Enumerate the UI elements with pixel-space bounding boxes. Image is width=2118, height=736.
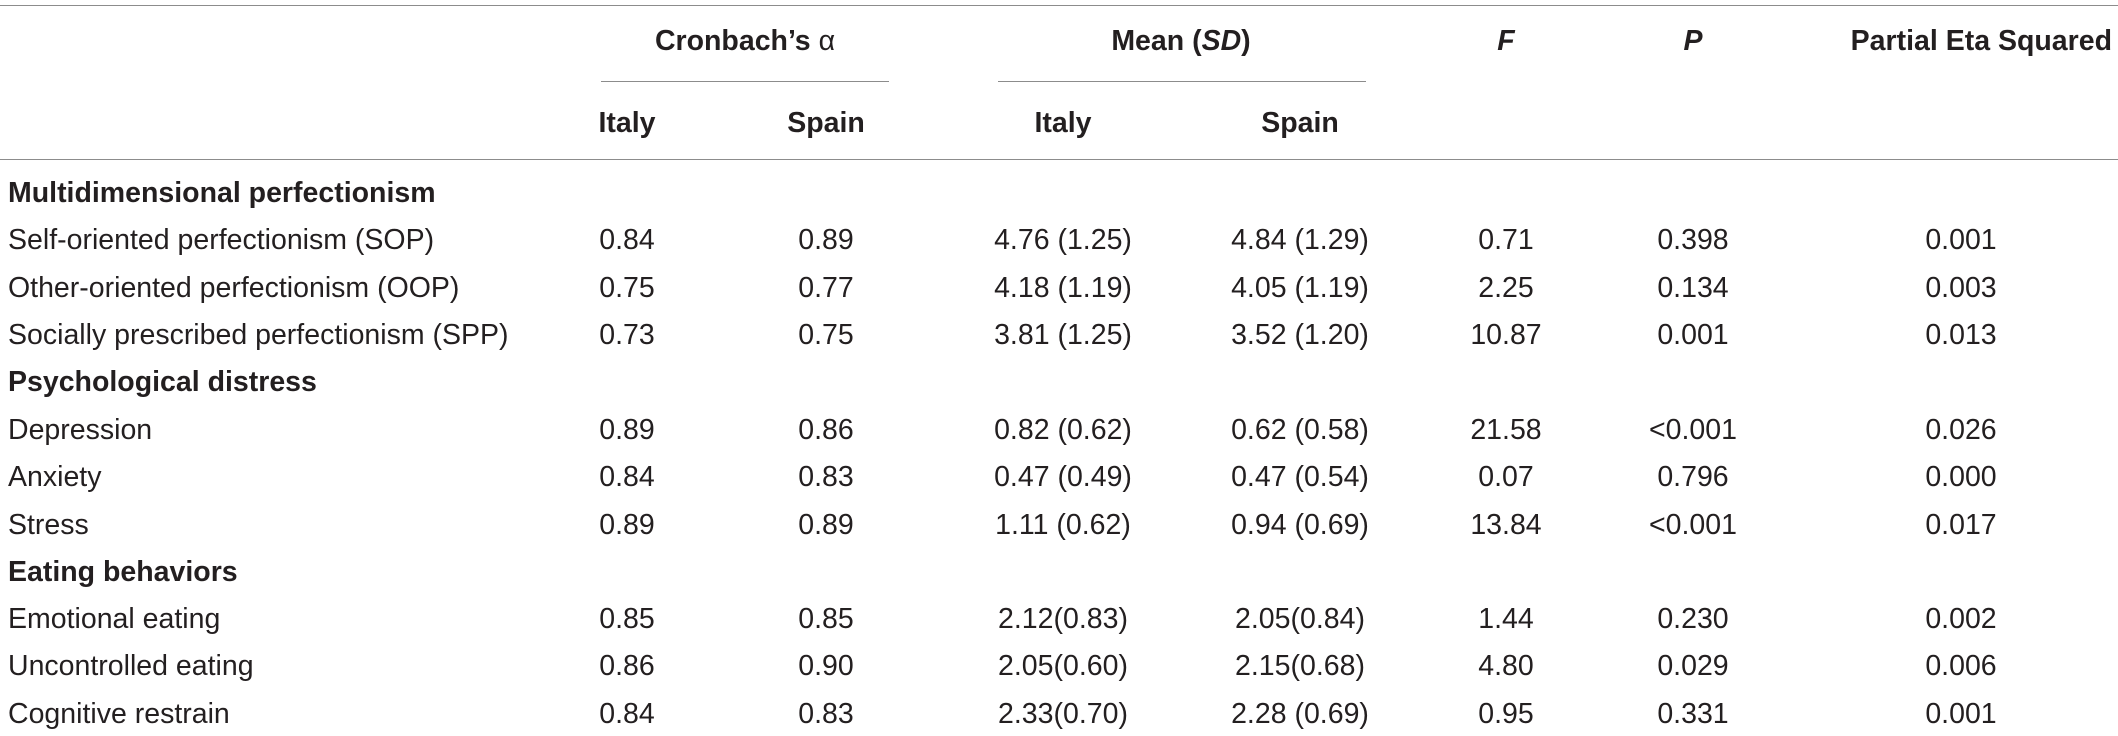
alpha-italy-cell: 0.89 (599, 414, 655, 446)
header-partial-eta-squared: Partial Eta Squared (1850, 25, 2112, 57)
mean-italy-cell: 4.76 (1.25) (994, 224, 1132, 256)
table-top-rule (0, 5, 2118, 6)
header-alpha-spain: Spain (787, 107, 865, 139)
f-cell: 1.44 (1478, 603, 1534, 635)
mean-italy-cell: 0.82 (0.62) (994, 414, 1132, 446)
mean-spain-cell: 4.84 (1.29) (1231, 224, 1369, 256)
eta-cell: 0.002 (1925, 603, 1997, 635)
mean-italy-cell: 2.33(0.70) (998, 698, 1128, 730)
row-label: Other-oriented perfectionism (OOP) (8, 272, 460, 304)
eta-cell: 0.001 (1925, 224, 1997, 256)
header-p: P (1683, 25, 1703, 57)
alpha-spain-cell: 0.85 (798, 603, 854, 635)
alpha-spain-cell: 0.89 (798, 224, 854, 256)
p-cell: 0.398 (1657, 224, 1729, 256)
f-cell: 0.95 (1478, 698, 1534, 730)
f-cell: 21.58 (1470, 414, 1542, 446)
alpha-spain-cell: 0.83 (798, 461, 854, 493)
f-cell: 0.07 (1478, 461, 1534, 493)
eta-cell: 0.000 (1925, 461, 1997, 493)
mean-spain-cell: 2.05(0.84) (1235, 603, 1365, 635)
row-label: Uncontrolled eating (8, 650, 254, 682)
f-cell: 10.87 (1470, 319, 1542, 351)
f-cell: 0.71 (1478, 224, 1534, 256)
alpha-spain-cell: 0.75 (798, 319, 854, 351)
alpha-italy-cell: 0.84 (599, 461, 655, 493)
p-cell: 0.001 (1657, 319, 1729, 351)
p-cell: 0.029 (1657, 650, 1729, 682)
header-mean-spain: Spain (1261, 107, 1339, 139)
eta-cell: 0.026 (1925, 414, 1997, 446)
p-cell: 0.230 (1657, 603, 1729, 635)
mean-spain-cell: 0.47 (0.54) (1231, 461, 1369, 493)
eta-cell: 0.001 (1925, 698, 1997, 730)
alpha-spain-cell: 0.77 (798, 272, 854, 304)
alpha-spain-cell: 0.83 (798, 698, 854, 730)
header-mean-sd: Mean (SD) (1111, 25, 1251, 57)
cronbach-group-rule (601, 81, 889, 82)
row-label: Emotional eating (8, 603, 221, 635)
mean-spain-cell: 2.28 (0.69) (1231, 698, 1369, 730)
mean-italy-cell: 1.11 (0.62) (995, 509, 1131, 541)
alpha-italy-cell: 0.73 (599, 319, 655, 351)
alpha-spain-cell: 0.86 (798, 414, 854, 446)
p-cell: 0.796 (1657, 461, 1729, 493)
alpha-italy-cell: 0.75 (599, 272, 655, 304)
header-cronbach-alpha: Cronbach’s α (654, 25, 836, 57)
mean-group-rule (998, 81, 1366, 82)
alpha-spain-cell: 0.90 (798, 650, 854, 682)
row-label: Depression (8, 414, 153, 446)
row-label: Stress (8, 509, 89, 541)
header-mean-italy: Italy (1034, 107, 1092, 139)
mean-spain-cell: 0.94 (0.69) (1231, 509, 1369, 541)
mean-italy-cell: 4.18 (1.19) (994, 272, 1132, 304)
header-bottom-rule (0, 159, 2118, 160)
row-label: Self-oriented perfectionism (SOP) (8, 224, 435, 256)
section-title: Psychological distress (8, 366, 317, 398)
alpha-italy-cell: 0.89 (599, 509, 655, 541)
row-label: Cognitive restrain (8, 698, 230, 730)
eta-cell: 0.013 (1925, 319, 1997, 351)
f-cell: 13.84 (1470, 509, 1542, 541)
f-cell: 4.80 (1478, 650, 1534, 682)
p-cell: <0.001 (1649, 414, 1737, 446)
header-f: F (1497, 25, 1515, 57)
section-title: Eating behaviors (8, 556, 238, 588)
mean-italy-cell: 0.47 (0.49) (994, 461, 1132, 493)
row-label: Anxiety (8, 461, 102, 493)
mean-italy-cell: 2.05(0.60) (998, 650, 1128, 682)
header-alpha-italy: Italy (598, 107, 656, 139)
mean-italy-cell: 2.12(0.83) (998, 603, 1128, 635)
mean-spain-cell: 4.05 (1.19) (1231, 272, 1369, 304)
mean-spain-cell: 2.15(0.68) (1235, 650, 1365, 682)
section-title: Multidimensional perfectionism (8, 177, 436, 209)
eta-cell: 0.006 (1925, 650, 1997, 682)
p-cell: 0.331 (1657, 698, 1729, 730)
alpha-italy-cell: 0.84 (599, 698, 655, 730)
alpha-italy-cell: 0.84 (599, 224, 655, 256)
p-cell: 0.134 (1657, 272, 1729, 304)
alpha-italy-cell: 0.86 (599, 650, 655, 682)
alpha-spain-cell: 0.89 (798, 509, 854, 541)
p-cell: <0.001 (1649, 509, 1737, 541)
f-cell: 2.25 (1478, 272, 1534, 304)
mean-spain-cell: 3.52 (1.20) (1231, 319, 1369, 351)
alpha-italy-cell: 0.85 (599, 603, 655, 635)
mean-italy-cell: 3.81 (1.25) (994, 319, 1132, 351)
row-label: Socially prescribed perfectionism (SPP) (8, 319, 509, 351)
eta-cell: 0.003 (1925, 272, 1997, 304)
eta-cell: 0.017 (1925, 509, 1997, 541)
mean-spain-cell: 0.62 (0.58) (1231, 414, 1369, 446)
